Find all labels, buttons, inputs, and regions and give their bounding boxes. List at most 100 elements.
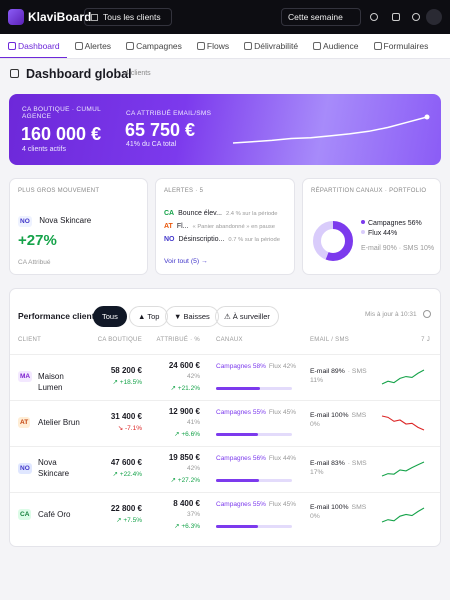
filter-pill[interactable]: ▲ Top: [129, 306, 169, 327]
client-tag: NO: [18, 216, 32, 227]
trend-line: [232, 116, 428, 144]
alert-item: AT Fl... « Panier abandonné » en pause: [164, 223, 275, 230]
channel-mix: Campagnes 56% Flux 44%: [216, 455, 296, 462]
attrib-pct: 42%: [186, 373, 200, 380]
refresh-button[interactable]: [423, 310, 431, 318]
client-name: Café Oro: [38, 510, 71, 519]
ca-delta: ↗ +18.5%: [112, 379, 142, 386]
attrib-value: 12 900 €: [168, 407, 200, 416]
attrib-value: 24 600 €: [168, 361, 200, 370]
alert-detail: « Panier abandonné » en pause: [192, 224, 275, 230]
channel-mix: Campagnes 58% Flux 42%: [216, 363, 296, 370]
client-select-label: Tous les clients: [103, 12, 161, 22]
campaigns-share: Campagnes 55%: [216, 501, 266, 508]
share-bar-track: [216, 525, 292, 528]
flux-share: Flux 42%: [268, 363, 296, 370]
performance-card: Performance client Mis à jour à 10:31 To…: [9, 288, 441, 547]
share-bar-track: [216, 433, 292, 436]
row-trend: [381, 369, 425, 385]
legend-dot: [361, 230, 365, 234]
section-title: Performance client: [18, 311, 95, 321]
card-title: ALERTES · 5: [164, 188, 204, 194]
column-header: CA BOUTIQUE: [97, 337, 142, 343]
email-share: E-mail 83%: [310, 460, 345, 467]
column-header: EMAIL / SMS: [310, 337, 350, 343]
mover-delta: +27%: [18, 232, 57, 249]
campaigns-share: Campagnes 55%: [216, 409, 266, 416]
ca-delta: ↗ +22.4%: [112, 471, 142, 478]
ca-value: 47 600 €: [110, 458, 142, 467]
alert-name: Bounce élev...: [178, 210, 222, 217]
client-tag: CA: [164, 210, 175, 217]
attrib-value: 19 850 €: [168, 453, 200, 462]
nav-tab[interactable]: Campagnes: [118, 34, 189, 58]
logo: [8, 9, 24, 25]
campaigns-bar: [216, 479, 259, 482]
mover-card: PLUS GROS MOUVEMENT NO Nova Skincare +27…: [9, 178, 148, 275]
column-header: ATTRIBUÉ · %: [156, 337, 200, 343]
client-tag: CA: [18, 509, 32, 520]
legend-dot: [361, 220, 365, 224]
nav-tab[interactable]: Alertes: [67, 34, 118, 58]
bell-icon[interactable]: [392, 13, 400, 21]
channel-mix: Campagnes 55% Flux 45%: [216, 409, 296, 416]
trend-end-dot: [424, 114, 430, 120]
flux-share: Flux 45%: [268, 409, 296, 416]
refresh-icon[interactable]: [412, 13, 420, 21]
alert-name: Fl...: [176, 223, 189, 230]
client-select[interactable]: Tous les clients: [84, 8, 172, 26]
client-name: Atelier Brun: [38, 418, 80, 427]
avatar[interactable]: [426, 9, 442, 25]
nav-tab[interactable]: Flows: [189, 34, 236, 58]
flux-share: Flux 44%: [268, 455, 296, 462]
card-title: RÉPARTITION CANAUX · PORTFOLIO: [311, 188, 427, 194]
nav-tab[interactable]: Audience: [305, 34, 365, 58]
period-select[interactable]: Cette semaine: [281, 8, 361, 26]
ca-value: 22 800 €: [110, 504, 142, 513]
campaigns-bar: [216, 525, 258, 528]
donut-segment: [313, 221, 353, 261]
alert-detail: 2.4 % sur la période: [225, 211, 278, 217]
sms-share: · SMS 17%: [310, 460, 367, 476]
attrib-pct: 37%: [186, 511, 200, 518]
alert-item: NO Désinscriptio... 0.7 % sur la période: [164, 236, 280, 243]
view-icon[interactable]: [370, 13, 378, 21]
legend-label: Flux 44%: [368, 230, 398, 237]
attrib-value: 65 750 €: [125, 120, 196, 140]
mover-row: NO Nova Skincare: [18, 210, 91, 228]
legend-entry: Campagnes 56%: [361, 220, 422, 227]
filter-pill[interactable]: ⚠ À surveiller: [215, 306, 279, 327]
client-tag: NO: [164, 236, 175, 243]
donut-legend: Campagnes 56% Flux 44%: [361, 220, 422, 240]
see-all-link[interactable]: Voir tout (5) →: [164, 258, 208, 265]
alert-detail: 0.7 % sur la période: [228, 237, 280, 243]
filter-pill[interactable]: ▼ Baisses: [165, 306, 219, 327]
nav-tab[interactable]: Dashboard: [0, 34, 67, 58]
channels-card: RÉPARTITION CANAUX · PORTFOLIO Campagnes…: [302, 178, 441, 275]
flux-share: Flux 45%: [268, 501, 296, 508]
nav-tab[interactable]: Délivrabilité: [236, 34, 305, 58]
card-title: PLUS GROS MOUVEMENT: [18, 188, 100, 194]
email-share: E-mail 100%: [310, 504, 349, 511]
sms-share: SMS 0%: [310, 504, 367, 520]
attrib-label: CA ATTRIBUÉ EMAIL/SMS: [126, 110, 212, 117]
nav-tab[interactable]: Formulaires: [366, 34, 436, 58]
table-row: NO Nova Skincare 47 600 € ↗ +22.4% 19 850 € 4…: [10, 446, 440, 492]
row-trend: [381, 461, 425, 477]
attrib-delta: ↗ +21.2%: [170, 385, 200, 392]
email-sms-split: E-mail 90% · SMS 10%: [361, 245, 435, 252]
hero-trend: [232, 114, 430, 144]
column-header: 7 J: [421, 337, 430, 343]
campaigns-share: Campagnes 58%: [216, 363, 266, 370]
trend-line: [381, 415, 425, 431]
sms-share: SMS 0%: [310, 412, 367, 428]
column-header: CANAUX: [216, 337, 243, 343]
page-title: Dashboard global: [26, 67, 132, 81]
channel-mix: Campagnes 55% Flux 45%: [216, 501, 296, 508]
top-bar: KlaviBoard Tous les clients Cette semain…: [0, 0, 450, 34]
filter-pill[interactable]: Tous: [93, 306, 127, 327]
client-tag: MA: [18, 371, 33, 382]
table-row: AT Atelier Brun 31 400 € ↘ -7.1% 12 900 € 41%…: [10, 400, 440, 446]
legend-label: Campagnes 56%: [368, 220, 422, 227]
